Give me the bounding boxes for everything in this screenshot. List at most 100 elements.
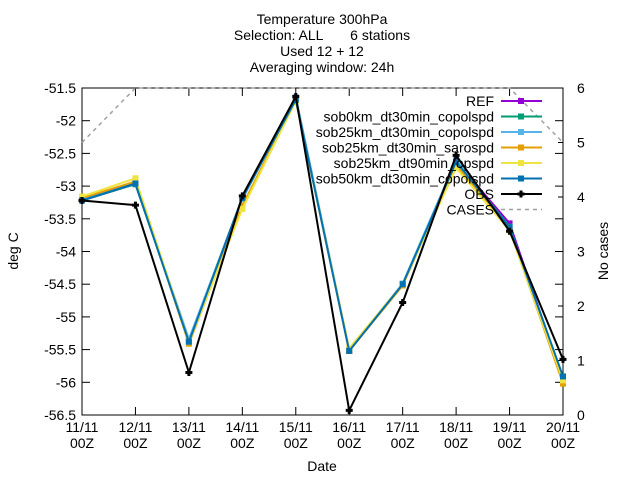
legend-entry-sob25km-dt90min-opspd: sob25km_dt90min_opspd xyxy=(334,155,542,171)
data-point xyxy=(560,380,566,387)
x-tick-label-date: 18/11 xyxy=(439,419,473,435)
series-line xyxy=(81,93,564,414)
x-tick-label-time: 00Z xyxy=(337,435,362,451)
x-tick-label-time: 00Z xyxy=(230,435,255,451)
data-point xyxy=(452,151,460,159)
legend-label: sob0km_dt30min_copolspd xyxy=(324,109,494,125)
legend-marker xyxy=(518,113,524,120)
y2-axis-ticks: 0 1 2 3 4 5 6 xyxy=(558,80,585,423)
x-tick-label-date: 15/11 xyxy=(279,419,313,435)
title-line: Used 12 + 12 xyxy=(280,43,364,59)
x-tick-label-time: 00Z xyxy=(444,435,469,451)
data-point xyxy=(453,158,460,165)
data-point xyxy=(79,193,85,200)
data-point xyxy=(132,175,139,182)
x-axis-ticks: 11/1100Z12/1100Z13/1100Z14/1100Z15/1100Z… xyxy=(66,88,580,451)
y2-tick-label: 3 xyxy=(577,244,585,260)
y-tick-label: -55.5 xyxy=(44,342,76,358)
data-point xyxy=(239,205,246,212)
x-tick-label-time: 00Z xyxy=(177,435,202,451)
x-tick-label-date: 16/11 xyxy=(332,419,366,435)
y2-tick-label: 1 xyxy=(577,353,585,369)
legend-marker xyxy=(518,129,524,135)
title-line: Temperature 300hPa xyxy=(257,11,388,27)
x-axis-label: Date xyxy=(307,458,337,474)
legend: REFsob0km_dt30min_copolspdsob25km_dt30mi… xyxy=(316,93,542,218)
legend-label: sob25km_dt30min_sarospd xyxy=(322,140,494,156)
data-point xyxy=(345,406,353,414)
y2-tick-label: 4 xyxy=(577,189,585,205)
data-point xyxy=(560,377,566,384)
y-axis-label: deg C xyxy=(5,232,21,269)
y-axis-ticks: -51.5 -52 -52.5 -53 -53.5 -54 -54.5 -55 -55.5 -56… xyxy=(44,80,563,423)
x-tick-label-time: 00Z xyxy=(497,435,522,451)
y-tick-label: -53.5 xyxy=(44,211,76,227)
data-point xyxy=(506,227,514,235)
legend-label: OBS xyxy=(464,186,494,202)
series-obs xyxy=(78,93,567,414)
y-tick-label: -54.5 xyxy=(44,276,76,292)
x-tick-label-date: 12/11 xyxy=(118,419,152,435)
x-tick-label-date: 13/11 xyxy=(172,419,206,435)
x-tick-label-time: 00Z xyxy=(70,435,95,451)
legend-entry-sob25km-dt30min-copolspd: sob25km_dt30min_copolspd xyxy=(316,124,542,140)
legend-label: sob50km_dt30min_copolspd xyxy=(316,171,494,187)
y-tick-label: -54 xyxy=(56,244,76,260)
y2-tick-label: 0 xyxy=(577,407,585,423)
data-point xyxy=(560,373,566,380)
legend-marker xyxy=(517,190,525,198)
data-point xyxy=(506,224,513,231)
data-point xyxy=(292,93,300,101)
data-point xyxy=(132,180,139,187)
y-tick-label: -52 xyxy=(56,113,76,129)
legend-label: CASES xyxy=(447,202,494,218)
legend-entry-ref: REF xyxy=(466,93,542,109)
y-tick-label: -51.5 xyxy=(44,80,76,96)
data-point xyxy=(185,368,193,376)
y-tick-label: -55 xyxy=(56,309,76,325)
data-point xyxy=(78,196,86,204)
legend-marker xyxy=(518,160,524,166)
data-point xyxy=(399,281,406,288)
y-tick-label: -52.5 xyxy=(44,145,76,161)
data-point xyxy=(131,201,139,209)
data-point xyxy=(185,338,192,345)
series xyxy=(78,87,567,414)
x-tick-label-time: 00Z xyxy=(123,435,148,451)
legend-entry-obs: OBS xyxy=(464,186,542,202)
legend-label: REF xyxy=(466,93,494,109)
data-point xyxy=(238,192,246,200)
x-tick-label-date: 20/11 xyxy=(546,419,580,435)
data-point xyxy=(239,202,246,209)
x-tick-label-time: 00Z xyxy=(391,435,416,451)
x-tick-label-date: 17/11 xyxy=(386,419,420,435)
title-line: Selection: ALL 6 stations xyxy=(234,27,410,43)
y2-tick-label: 5 xyxy=(577,135,585,151)
y2-tick-label: 6 xyxy=(577,80,585,96)
data-point xyxy=(506,220,513,227)
legend-label: sob25km_dt90min_opspd xyxy=(334,155,494,171)
y-tick-label: -56.5 xyxy=(44,407,76,423)
x-tick-label-time: 00Z xyxy=(284,435,309,451)
y2-tick-label: 2 xyxy=(577,298,585,314)
y-tick-label: -56 xyxy=(56,374,76,390)
legend-entry-sob25km-dt30min-sarospd: sob25km_dt30min_sarospd xyxy=(322,140,542,156)
title-line: Averaging window: 24h xyxy=(250,59,395,75)
legend-marker xyxy=(518,144,524,151)
x-tick-label-date: 14/11 xyxy=(225,419,259,435)
legend-entry-sob50km-dt30min-copolspd: sob50km_dt30min_copolspd xyxy=(316,171,542,187)
x-tick-label-date: 19/11 xyxy=(493,419,527,435)
legend-marker xyxy=(518,175,524,182)
legend-marker xyxy=(518,98,524,104)
x-tick-label-time: 00Z xyxy=(551,435,576,451)
data-point xyxy=(453,164,460,171)
y-tick-label: -53 xyxy=(56,178,76,194)
legend-entry-cases: CASES xyxy=(447,202,542,218)
data-point xyxy=(346,347,353,354)
legend-entry-sob0km-dt30min-copolspd: sob0km_dt30min_copolspd xyxy=(324,109,542,125)
data-point xyxy=(399,299,407,307)
x-tick-label-date: 11/11 xyxy=(66,419,99,435)
y2-axis-label: No cases xyxy=(595,222,611,280)
